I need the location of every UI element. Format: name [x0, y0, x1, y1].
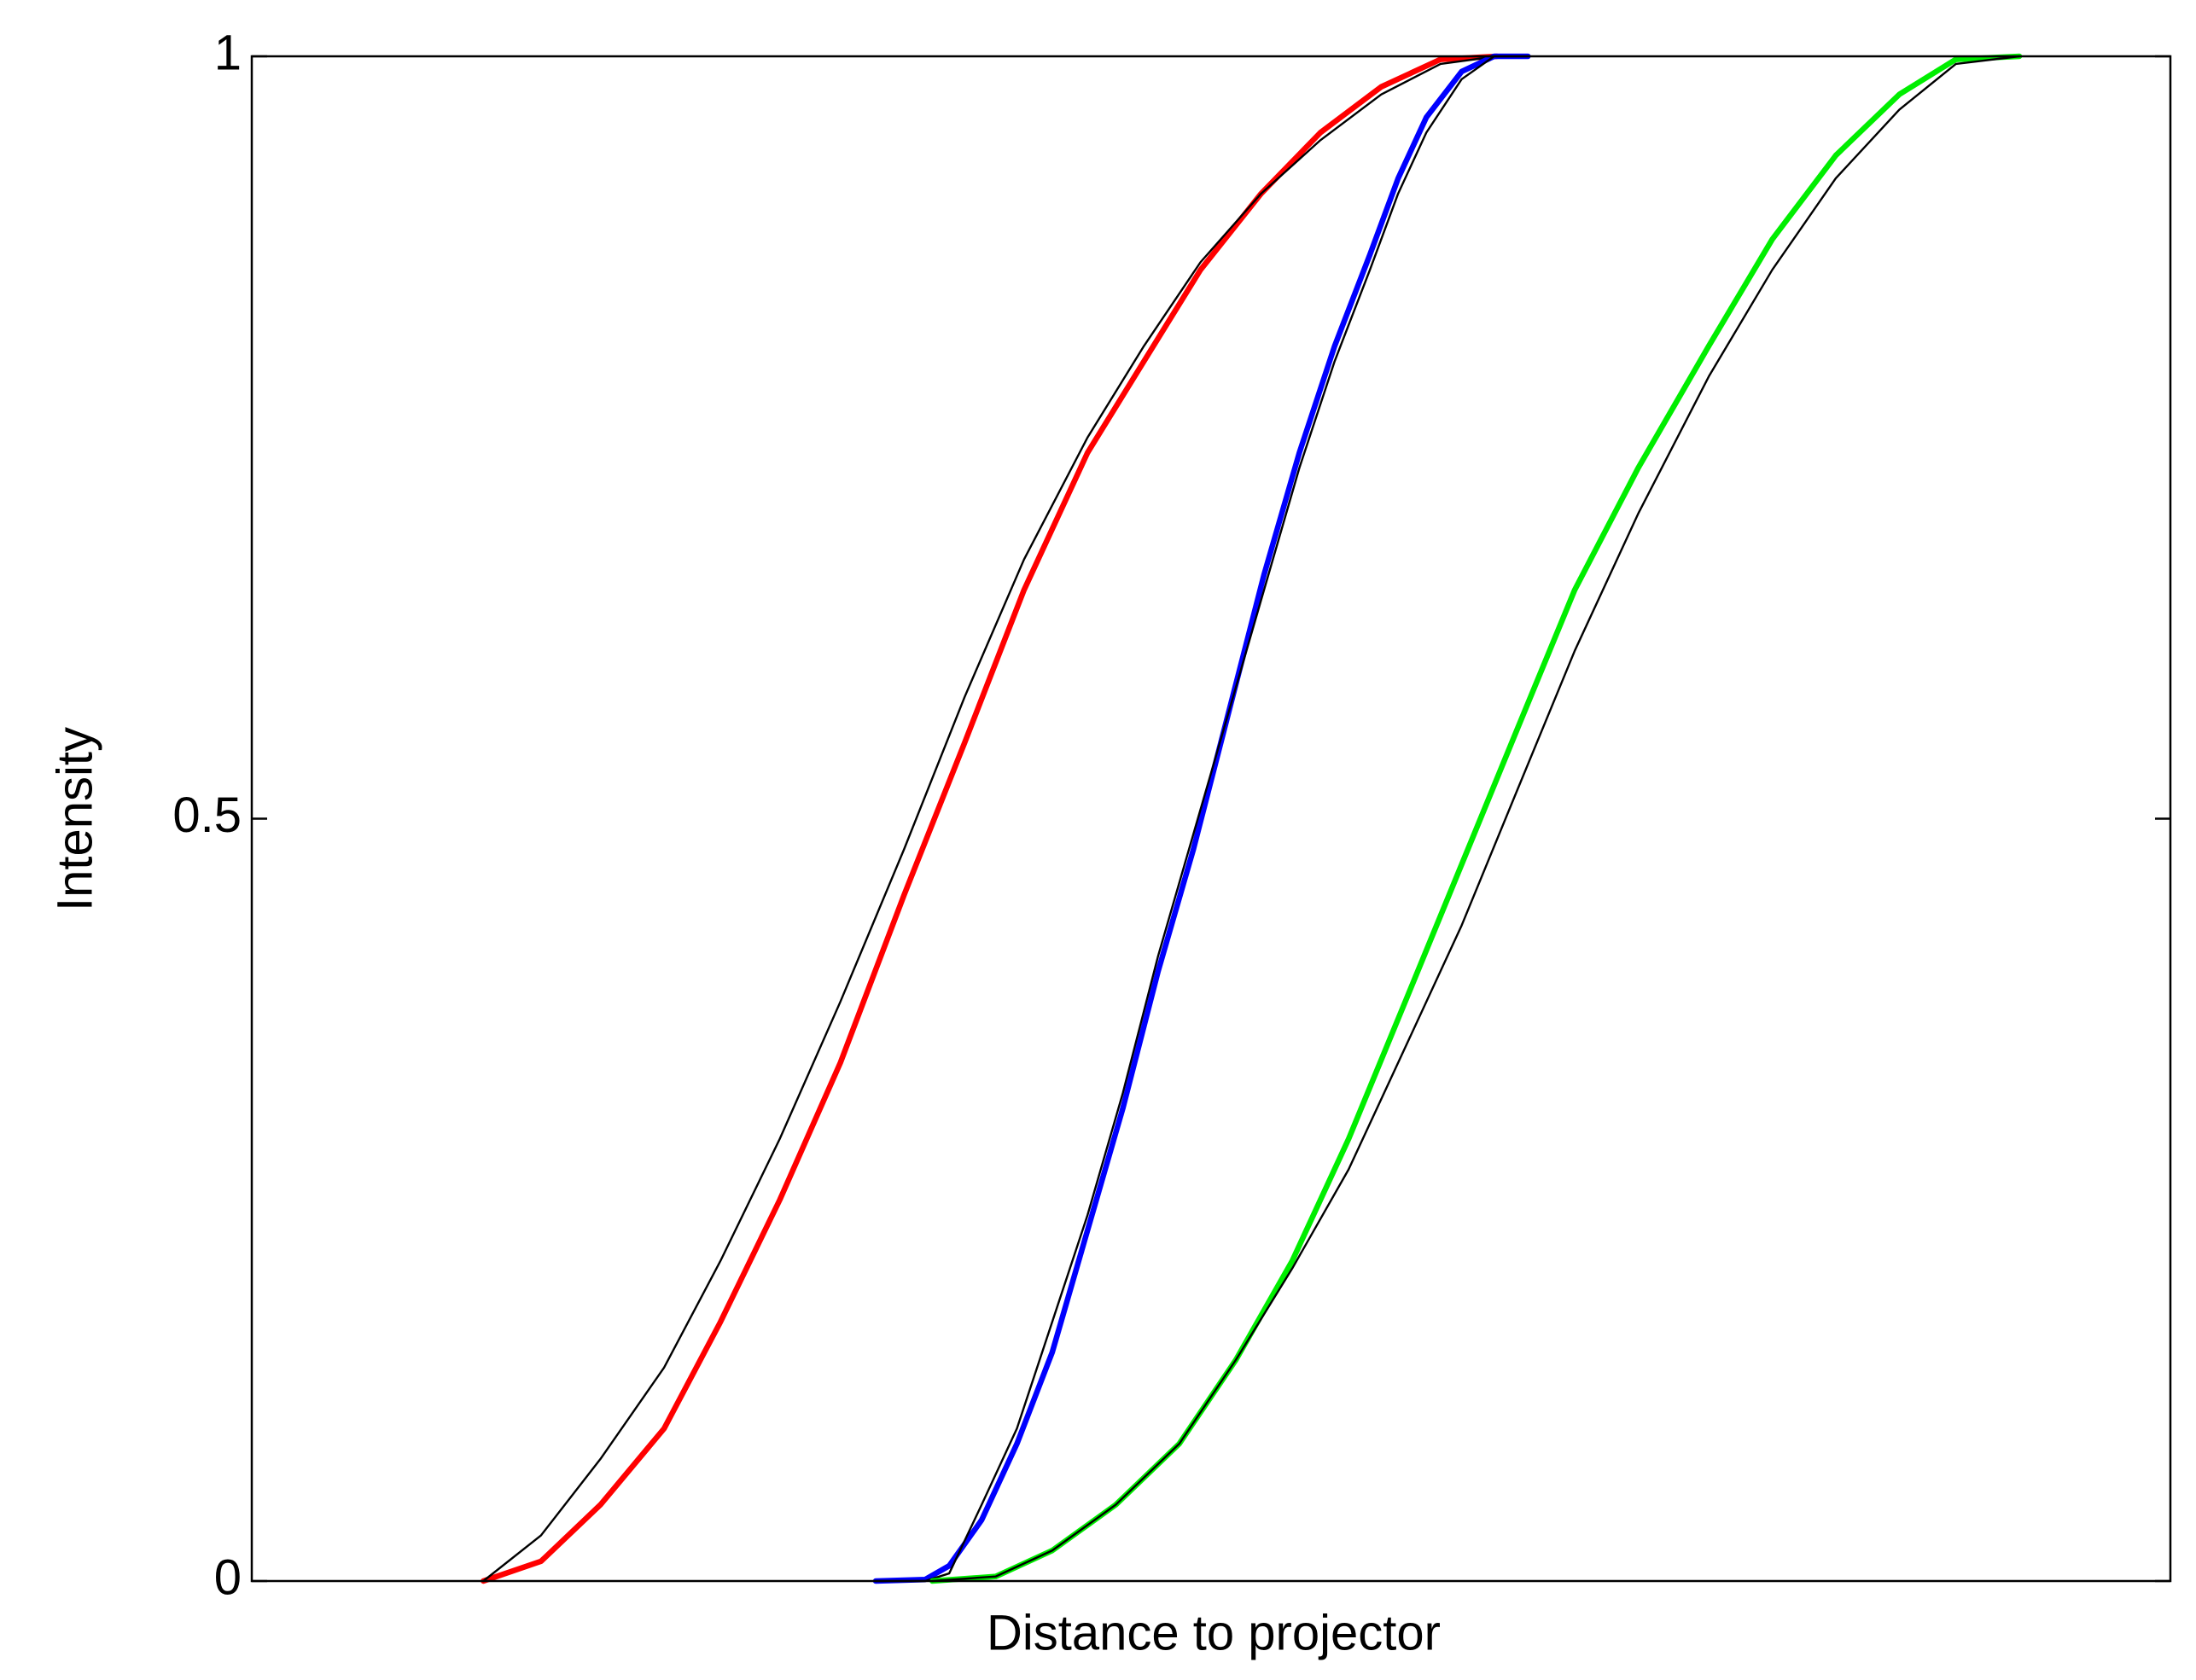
data-line — [931, 55, 2021, 1583]
data-line — [874, 55, 1529, 1583]
y-tick-label: 0 — [214, 1549, 242, 1605]
y-axis-label: Intensity — [47, 727, 102, 911]
y-tick-label: 0.5 — [172, 788, 242, 843]
y-tick-label: 1 — [214, 25, 242, 80]
data-line — [481, 53, 1500, 1584]
x-axis-label: Distance to projector — [987, 1605, 1441, 1660]
plot-frame — [250, 55, 2172, 1583]
data-line — [872, 53, 1531, 1584]
data-line — [482, 55, 1499, 1583]
data-line — [929, 53, 2023, 1584]
